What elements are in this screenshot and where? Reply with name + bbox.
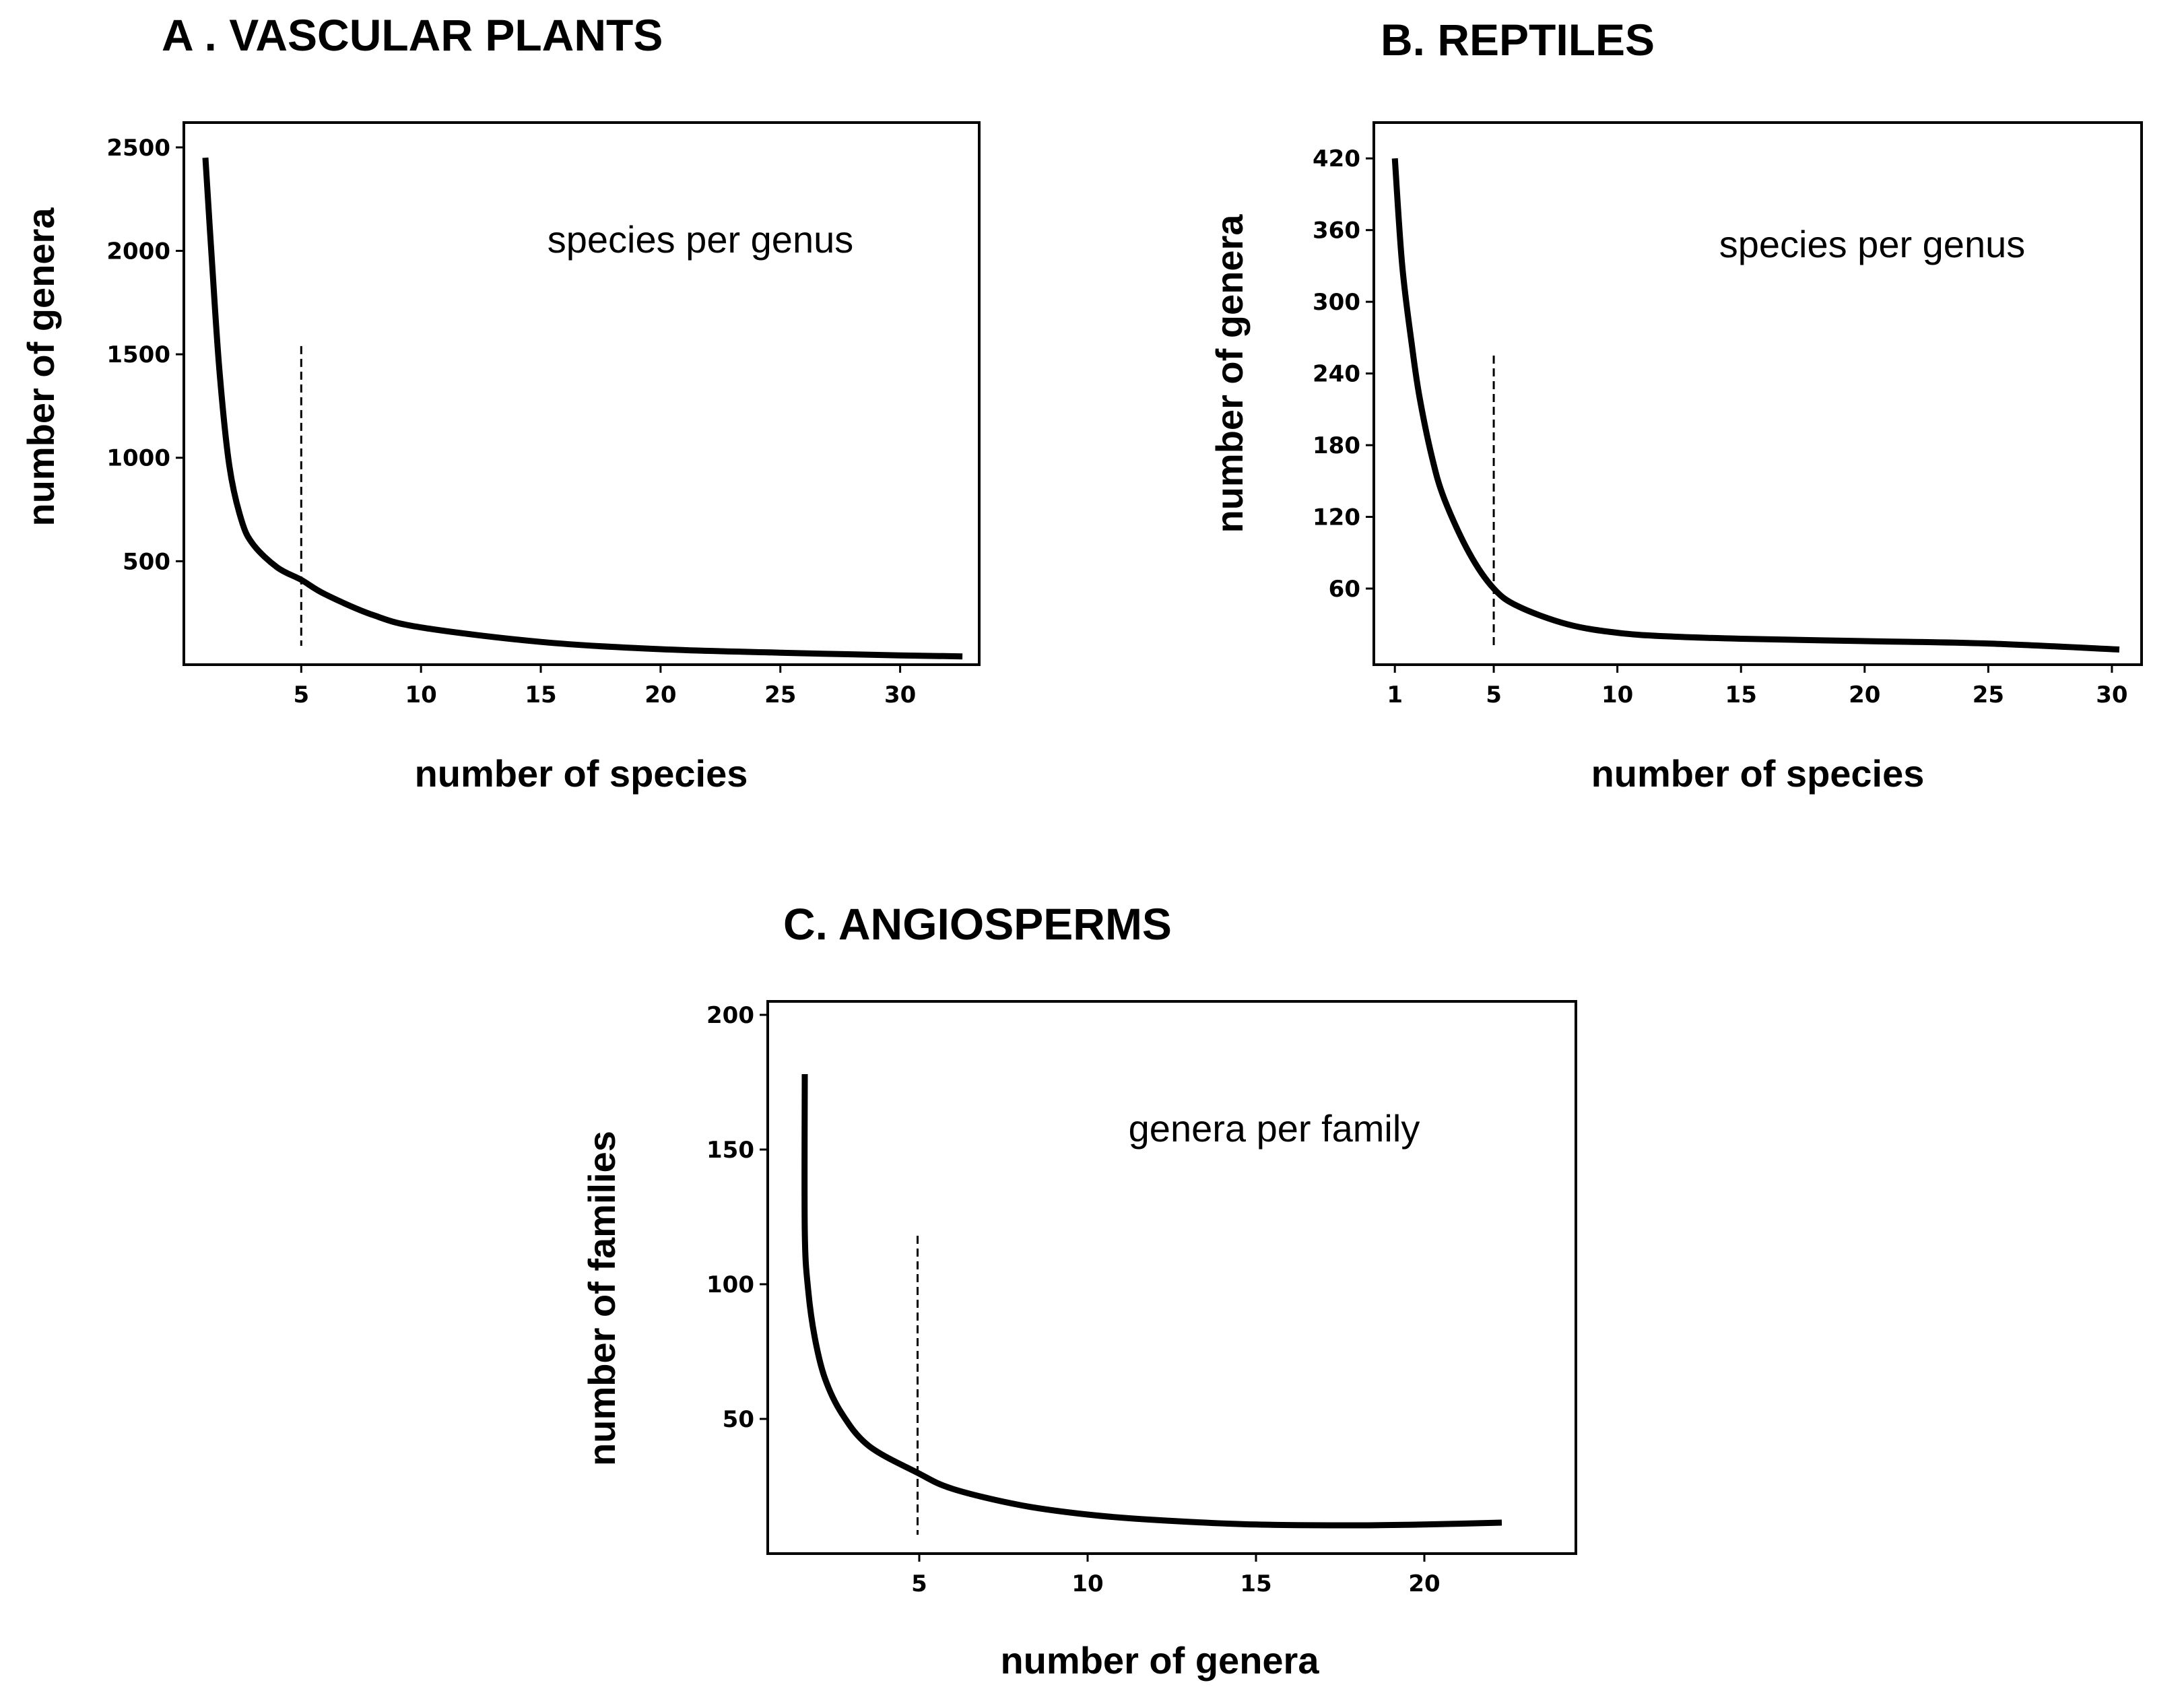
- x-tick-label: 10: [405, 682, 437, 708]
- y-tick-label: 500: [123, 548, 170, 575]
- x-axis-label: number of genera: [1001, 1639, 1320, 1682]
- plot-frame: [183, 121, 981, 666]
- y-tick-label: 2000: [106, 238, 170, 265]
- y-tick-label: 360: [1313, 218, 1360, 244]
- y-tick-label: 1500: [106, 341, 170, 368]
- series-annotation: genera per family: [1129, 1107, 1420, 1150]
- x-tick-label: 30: [884, 682, 916, 708]
- x-tick-label: 5: [1486, 682, 1502, 708]
- x-tick-label: 5: [293, 682, 309, 708]
- x-tick-label: 15: [1240, 1570, 1271, 1597]
- series-line: [1391, 158, 2120, 653]
- x-tick-label: 20: [1849, 682, 1880, 708]
- y-tick-label: 300: [1313, 289, 1360, 316]
- y-tick-label: 100: [706, 1271, 754, 1298]
- x-tick-label: 10: [1071, 1570, 1103, 1597]
- y-tick-label: 60: [1329, 576, 1360, 603]
- y-axis-label: number of genera: [1208, 214, 1251, 533]
- y-tick-label: 180: [1313, 432, 1360, 459]
- x-tick-label: 20: [1408, 1570, 1440, 1597]
- x-tick-label: 10: [1601, 682, 1633, 708]
- tick-group: 5 10 15 20 25 30 500 1000 1500 2000 2500: [106, 135, 916, 708]
- plot-frame: [766, 1000, 1577, 1555]
- y-tick-label: 120: [1313, 504, 1360, 531]
- x-tick-label: 30: [2096, 682, 2127, 708]
- series-annotation: species per genus: [548, 218, 854, 261]
- x-tick-label: 15: [525, 682, 556, 708]
- series-annotation: species per genus: [1719, 223, 2026, 265]
- x-axis-label: number of species: [415, 752, 748, 795]
- panel-angiosperms: C. ANGIOSPERMS 5 10 15 20 50 100 150 200 genera…: [581, 899, 1577, 1682]
- y-tick-label: 200: [706, 1002, 754, 1029]
- series-line: [801, 1073, 1502, 1529]
- plot-frame: [1372, 121, 2143, 666]
- y-axis-label: number of genera: [20, 207, 62, 527]
- panel-title: B. REPTILES: [1381, 15, 1655, 65]
- x-tick-label: 25: [764, 682, 796, 708]
- x-tick-label: 5: [911, 1570, 927, 1597]
- x-axis-label: number of species: [1591, 752, 1925, 795]
- tick-group: 5 10 15 20 50 100 150 200: [706, 1002, 1441, 1597]
- x-tick-label: 20: [644, 682, 676, 708]
- panel-reptiles: B. REPTILES 1 5 10 15 20 25 306012018024030036…: [1208, 15, 2143, 795]
- panel-vascular-plants: A . VASCULAR PLANTS 5 10 15 20 25 30 500 1000 15…: [20, 10, 981, 795]
- panel-title: A . VASCULAR PLANTS: [162, 10, 663, 60]
- y-axis-label: number of families: [581, 1131, 623, 1466]
- y-tick-label: 1000: [106, 445, 170, 472]
- y-tick-label: 420: [1313, 145, 1360, 172]
- y-tick-label: 50: [723, 1406, 754, 1433]
- x-tick-label: 15: [1725, 682, 1757, 708]
- y-tick-label: 240: [1313, 361, 1360, 388]
- series-line: [202, 157, 963, 660]
- y-tick-label: 2500: [106, 135, 170, 162]
- x-tick-label: 25: [1973, 682, 2004, 708]
- panel-title: C. ANGIOSPERMS: [783, 899, 1172, 949]
- y-tick-label: 150: [706, 1137, 754, 1164]
- x-tick-label: 1: [1387, 682, 1403, 708]
